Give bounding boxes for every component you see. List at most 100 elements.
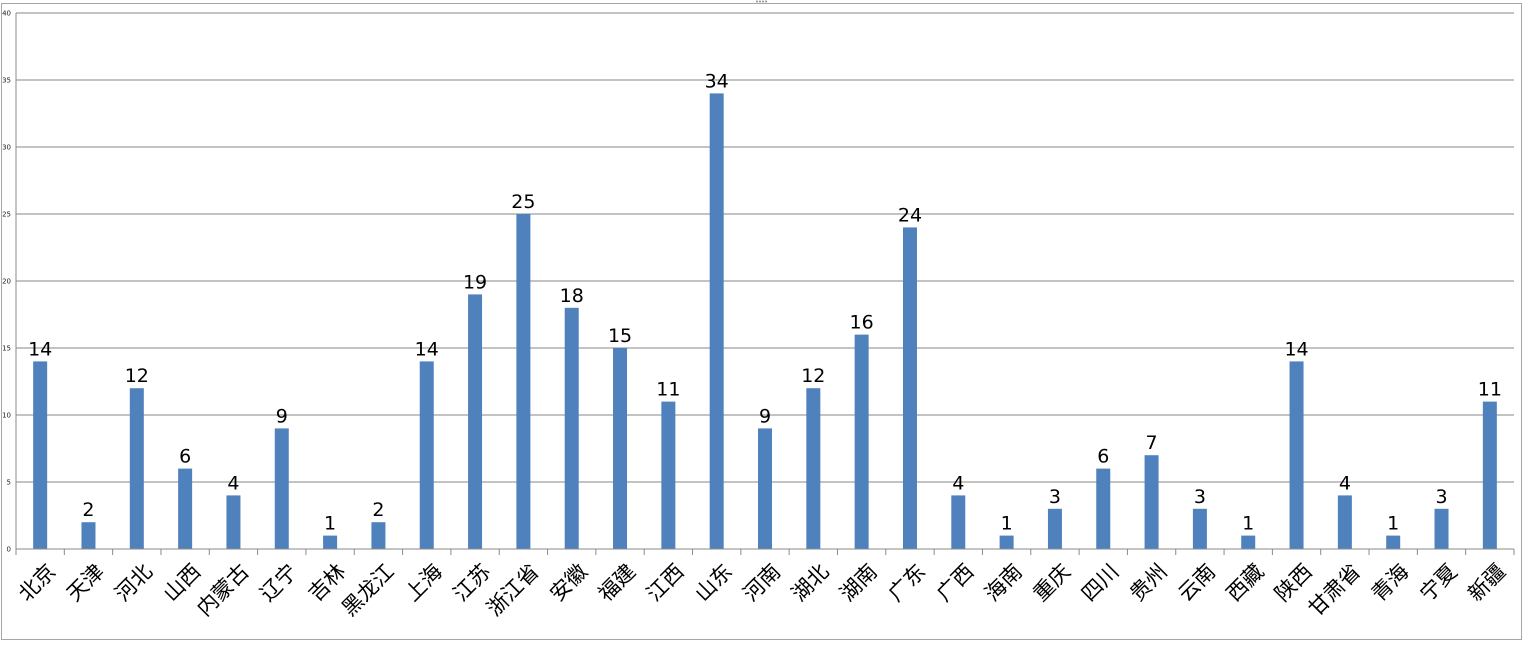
bar — [1144, 455, 1159, 549]
data-label: 1 — [324, 513, 336, 535]
data-label: 14 — [28, 338, 52, 360]
bar — [371, 522, 386, 549]
data-label: 18 — [560, 285, 584, 307]
data-label: 4 — [1339, 472, 1351, 494]
bar — [81, 522, 96, 549]
category-label: 重庆 — [1029, 559, 1076, 606]
bar — [564, 307, 579, 549]
bar — [129, 388, 144, 549]
y-tick-label: 25 — [2, 211, 11, 219]
bar — [709, 93, 724, 550]
category-label: 四川 — [1077, 559, 1124, 606]
bar — [1241, 535, 1256, 549]
data-label: 16 — [850, 312, 874, 334]
resize-handle-top[interactable] — [756, 0, 767, 3]
data-label: 12 — [801, 365, 825, 387]
bar — [806, 388, 821, 549]
category-label: 湖南 — [835, 559, 882, 606]
category-label: 贵州 — [1125, 559, 1172, 606]
data-label: 9 — [759, 405, 771, 427]
category-label: 广西 — [932, 559, 979, 606]
y-tick-label: 30 — [2, 144, 11, 152]
data-label: 6 — [1097, 446, 1109, 468]
category-label: 新疆 — [1463, 559, 1510, 606]
category-label: 山东 — [690, 559, 737, 606]
y-tick-label: 10 — [2, 412, 11, 420]
bar — [33, 361, 48, 549]
data-label: 3 — [1194, 486, 1206, 508]
bar — [758, 428, 772, 549]
x-axis-category-labels: 北京 天津 河北 山西内蒙古 辽宁 吉林黑龙江 上海 江苏浙江省 安徽 福建 江西 山东 河南 湖北 湖南广… — [14, 559, 1510, 621]
category-label: 湖北 — [787, 559, 834, 606]
bar — [1096, 468, 1111, 549]
data-label: 25 — [511, 191, 535, 213]
bar — [951, 495, 966, 549]
category-label: 云南 — [1174, 559, 1221, 606]
y-axis-tick-labels: 0 5 10 15 20 25 30 35 40 — [2, 10, 11, 554]
category-label: 福建 — [594, 559, 641, 606]
y-tick-label: 15 — [2, 345, 11, 353]
data-label: 1 — [1242, 513, 1254, 535]
bar — [1192, 508, 1207, 549]
bar — [1289, 361, 1304, 549]
data-label: 15 — [608, 325, 632, 347]
data-label: 1 — [1387, 513, 1399, 535]
category-label: 北京 — [14, 559, 61, 606]
data-label: 3 — [1435, 486, 1447, 508]
data-label: 4 — [227, 472, 239, 494]
bar — [1337, 495, 1352, 549]
bar — [178, 468, 193, 549]
category-label: 河南 — [739, 559, 786, 606]
data-label: 34 — [705, 70, 729, 92]
bar — [226, 495, 241, 549]
category-label: 辽宁 — [255, 559, 302, 606]
bar — [468, 294, 483, 549]
y-tick-label: 35 — [2, 77, 11, 85]
data-label: 2 — [372, 499, 384, 521]
bar — [1434, 508, 1449, 549]
category-label: 江西 — [642, 559, 689, 606]
data-labels: 1421264912141925181511349121624413673114… — [28, 70, 1502, 534]
bar — [902, 227, 917, 549]
category-label: 宁夏 — [1415, 559, 1462, 606]
data-label: 2 — [82, 499, 94, 521]
bar — [613, 348, 628, 549]
category-label: 西藏 — [1222, 559, 1269, 606]
category-label: 海南 — [980, 559, 1027, 606]
bar — [661, 401, 676, 549]
category-label: 上海 — [400, 559, 447, 606]
bar — [1386, 535, 1401, 549]
category-label: 青海 — [1367, 559, 1414, 606]
data-label: 14 — [1284, 338, 1308, 360]
category-label: 天津 — [62, 559, 109, 606]
bar — [999, 535, 1014, 549]
data-label: 1 — [1001, 513, 1013, 535]
data-label: 11 — [1478, 379, 1502, 401]
data-label: 11 — [656, 379, 680, 401]
bar — [1482, 401, 1497, 549]
category-label: 内蒙古 — [192, 559, 254, 621]
category-label: 浙江省 — [482, 559, 544, 621]
gridlines — [16, 12, 1514, 483]
category-label: 安徽 — [545, 559, 592, 606]
category-label: 河北 — [110, 559, 157, 606]
y-tick-label: 20 — [2, 278, 11, 286]
data-label: 7 — [1146, 432, 1158, 454]
data-label: 9 — [276, 405, 288, 427]
category-label: 广东 — [884, 559, 931, 606]
bar — [516, 214, 531, 549]
data-label: 4 — [952, 472, 964, 494]
data-label: 3 — [1049, 486, 1061, 508]
bar — [854, 334, 869, 549]
bar — [419, 361, 434, 549]
y-tick-label: 5 — [7, 479, 11, 487]
chart-border — [1, 3, 1522, 640]
category-label: 甘肃省 — [1304, 559, 1366, 621]
data-label: 14 — [415, 338, 439, 360]
bar — [274, 428, 289, 549]
y-tick-label: 40 — [2, 10, 11, 18]
category-label: 黑龙江 — [337, 559, 399, 621]
data-label: 12 — [125, 365, 149, 387]
